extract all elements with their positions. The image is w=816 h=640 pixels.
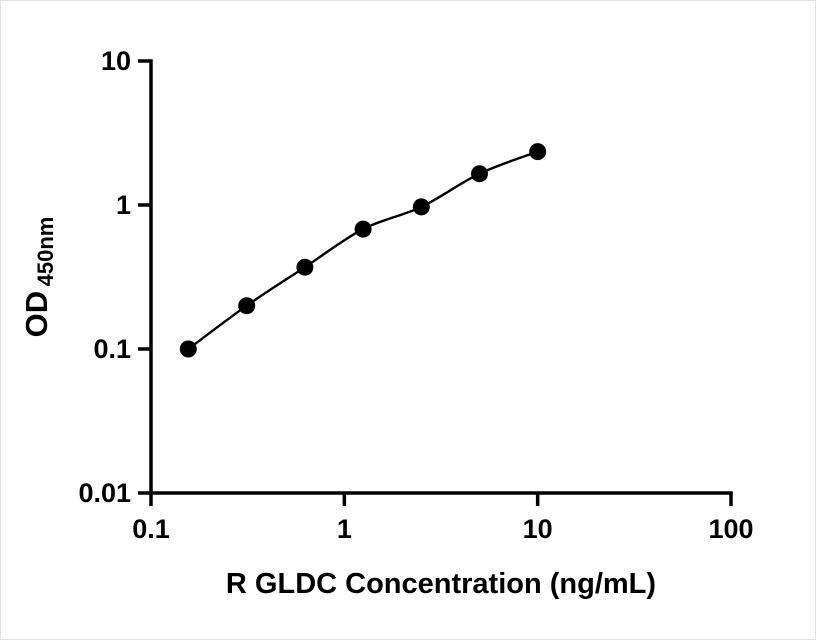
y-axis-label-main: OD (19, 291, 54, 338)
x-tick-label: 0.1 (132, 514, 170, 544)
y-axis-label: OD 450nm (19, 217, 58, 338)
x-tick-label: 10 (523, 514, 553, 544)
y-tick-label: 1 (116, 190, 131, 220)
data-point-marker (354, 220, 372, 238)
x-tick-label: 100 (708, 514, 753, 544)
y-tick-label: 0.01 (78, 478, 131, 508)
fitted-curve-line (187, 150, 539, 350)
axis-spines (149, 59, 733, 495)
y-tick-label: 0.1 (93, 334, 131, 364)
plot-area (179, 143, 547, 358)
data-point-marker (296, 258, 314, 276)
y-axis-label-subscript: 450nm (33, 217, 58, 287)
data-point-marker (471, 165, 488, 183)
data-point-marker (238, 297, 256, 315)
data-point-marker (412, 198, 430, 216)
data-point-marker (529, 143, 547, 161)
axes (149, 59, 733, 495)
data-point-marker (179, 340, 197, 358)
y-tick-label: 10 (101, 46, 131, 76)
x-tick-label: 1 (337, 514, 352, 544)
x-axis-label: R GLDC Concentration (ng/mL) (226, 568, 656, 600)
